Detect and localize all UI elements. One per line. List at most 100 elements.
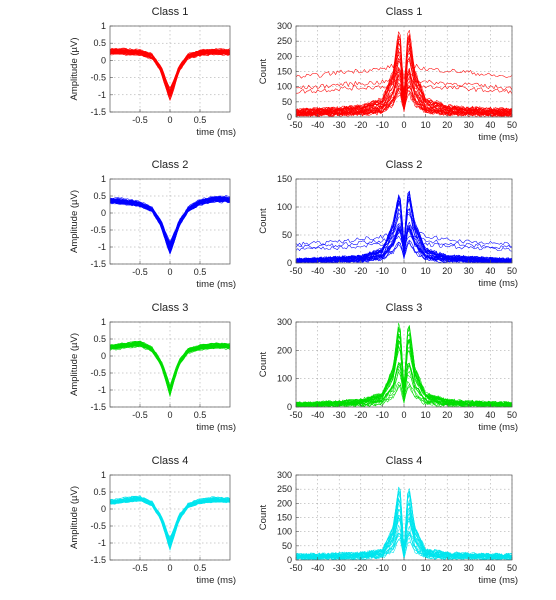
x-tick-label: 10 (421, 563, 431, 573)
x-tick-label: -40 (311, 266, 324, 276)
x-axis-label: time (ms) (196, 575, 236, 586)
series-trace (110, 342, 230, 387)
series-trace (110, 47, 230, 97)
y-tick-label: 300 (277, 317, 292, 327)
y-axis-label: Amplitude (µV) (69, 190, 80, 253)
y-tick-label: -0.5 (90, 73, 106, 83)
x-tick-label: -30 (333, 410, 346, 420)
chart-title: Class 4 (386, 455, 423, 467)
x-tick-label: 20 (442, 266, 452, 276)
x-axis-label: time (ms) (196, 127, 236, 138)
x-tick-label: 50 (507, 563, 517, 573)
series-trace (110, 198, 230, 246)
y-tick-label: 1 (101, 317, 106, 327)
x-tick-label: 40 (485, 563, 495, 573)
y-tick-label: 0.5 (93, 38, 106, 48)
chart-title: Class 3 (386, 302, 423, 314)
series-trace (110, 198, 230, 246)
y-axis-label: Count (258, 504, 269, 530)
x-tick-label: -20 (354, 120, 367, 130)
y-tick-label: -0.5 (90, 368, 106, 378)
chart-panel-4: -50 -40 -30 -20 -10 0 10 20 30 40 50 0 50 100 150 Class… (258, 159, 518, 289)
series-trace (110, 199, 230, 245)
series-trace (110, 196, 230, 253)
y-tick-label: -1.5 (90, 259, 106, 269)
x-tick-label: -20 (354, 266, 367, 276)
series-trace (110, 51, 230, 92)
x-tick-label: -0.5 (132, 410, 148, 420)
chart-title: Class 1 (152, 6, 189, 18)
x-tick-label: -10 (376, 120, 389, 130)
series-trace (110, 199, 230, 245)
y-axis-label: Count (258, 58, 269, 84)
series-trace (296, 340, 512, 407)
series-trace (110, 51, 230, 97)
series-trace (110, 342, 230, 389)
x-tick-label: -50 (289, 563, 302, 573)
chart-panel-8: -50 -40 -30 -20 -10 0 10 20 30 40 50 0 50 100 150 200 25… (258, 455, 518, 586)
y-tick-label: 150 (277, 513, 292, 523)
x-tick-label: -40 (311, 120, 324, 130)
series-trace (296, 192, 512, 262)
series-trace (296, 208, 512, 263)
series-trace (296, 334, 512, 407)
x-tick-label: 40 (485, 120, 495, 130)
series-trace (110, 50, 230, 95)
series-trace (110, 498, 230, 544)
series-trace (110, 196, 230, 247)
chart-title: Class 1 (386, 6, 423, 18)
series-trace (110, 198, 230, 254)
x-tick-label: -20 (354, 410, 367, 420)
x-tick-label: 0.5 (194, 267, 207, 277)
x-tick-label: -30 (333, 563, 346, 573)
series-trace (110, 345, 230, 391)
series-trace (296, 362, 512, 407)
y-tick-label: -1 (98, 538, 106, 548)
y-tick-label: 300 (277, 21, 292, 31)
x-tick-label: -30 (333, 120, 346, 130)
x-tick-label: -20 (354, 563, 367, 573)
series-trace (110, 341, 230, 394)
trace-group (296, 190, 512, 263)
x-axis-label: time (ms) (478, 278, 518, 289)
chart-title: Class 2 (152, 159, 189, 171)
x-tick-label: -10 (376, 563, 389, 573)
x-tick-label: -0.5 (132, 563, 148, 573)
chart-panel-1: -0.5 0 0.5 -1.5 -1 -0.5 0 0.5 1 Class 1 time (ms) A… (69, 6, 236, 138)
x-tick-label: 50 (507, 120, 517, 130)
y-tick-label: 200 (277, 51, 292, 61)
x-tick-label: 10 (421, 266, 431, 276)
series-trace (110, 345, 230, 390)
y-tick-label: 250 (277, 484, 292, 494)
y-tick-label: -0.5 (90, 521, 106, 531)
series-trace (110, 498, 230, 542)
x-tick-label: 20 (442, 563, 452, 573)
series-trace (296, 71, 512, 91)
trace-group (110, 47, 230, 101)
trace-group (296, 322, 512, 407)
y-tick-label: 50 (282, 230, 292, 240)
x-tick-label: 30 (464, 563, 474, 573)
series-trace (110, 199, 230, 246)
y-tick-label: 250 (277, 36, 292, 46)
x-axis-label: time (ms) (196, 279, 236, 290)
x-axis-label: time (ms) (478, 422, 518, 433)
x-tick-label: -50 (289, 120, 302, 130)
y-tick-label: 0 (101, 208, 106, 218)
series-trace (110, 495, 230, 547)
series-trace (296, 68, 512, 116)
chart-panel-5: -0.5 0 0.5 -1.5 -1 -0.5 0 0.5 1 Class 3 time (ms) A… (69, 302, 236, 433)
y-tick-label: 1 (101, 21, 106, 31)
series-trace (110, 198, 230, 244)
x-tick-label: -50 (289, 410, 302, 420)
series-trace (110, 49, 230, 96)
series-trace (296, 532, 512, 560)
series-trace (110, 49, 230, 97)
y-tick-label: 0.5 (93, 487, 106, 497)
y-tick-label: 0 (287, 112, 292, 122)
y-tick-label: -1 (98, 385, 106, 395)
x-tick-label: -30 (333, 266, 346, 276)
x-axis-label: time (ms) (196, 422, 236, 433)
trace-group (110, 495, 230, 551)
series-trace (110, 342, 230, 388)
